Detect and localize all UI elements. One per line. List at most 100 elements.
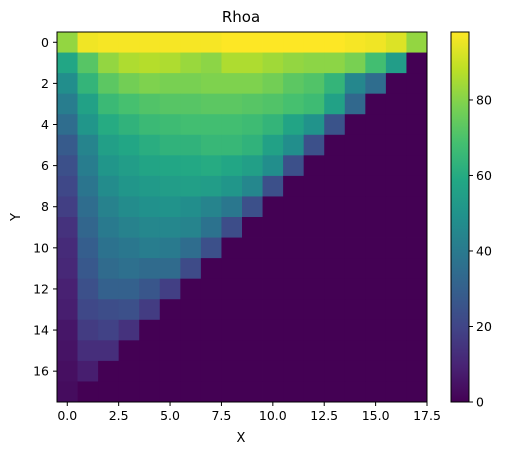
heatmap-cell — [324, 381, 346, 403]
heatmap-cell — [77, 278, 99, 300]
heatmap-cell — [98, 134, 120, 156]
heatmap-cell — [200, 340, 222, 362]
heatmap-cell — [406, 237, 428, 259]
heatmap-cell — [344, 155, 366, 177]
heatmap-cell — [385, 196, 407, 218]
heatmap-cell — [180, 319, 202, 341]
heatmap-cell — [406, 278, 428, 300]
heatmap-cell — [180, 196, 202, 218]
heatmap-cell — [385, 175, 407, 197]
heatmap-cell — [385, 155, 407, 177]
heatmap-cell — [283, 340, 305, 362]
heatmap-cell — [118, 93, 140, 115]
heatmap-cell — [57, 381, 78, 403]
colorbar-tick-label: 60 — [476, 168, 492, 183]
x-tick-label: 7.5 — [211, 408, 231, 423]
heatmap-cell — [344, 360, 366, 382]
heatmap-cell — [139, 258, 161, 280]
heatmap-cell — [98, 381, 120, 403]
heatmap-cell — [283, 32, 305, 53]
heatmap-cell — [365, 114, 387, 136]
heatmap-cell — [283, 217, 305, 238]
heatmap-cell — [180, 299, 202, 321]
heatmap-cell — [324, 217, 346, 238]
heatmap-cell — [57, 196, 78, 218]
heatmap-cell — [242, 93, 263, 115]
heatmap-cell — [221, 196, 243, 218]
heatmap-cell — [283, 155, 305, 177]
heatmap-cell — [57, 93, 78, 115]
heatmap-cell — [221, 360, 243, 382]
heatmap-cell — [365, 360, 387, 382]
heatmap-cell — [365, 340, 387, 362]
heatmap-cell — [242, 134, 263, 156]
heatmap-cell — [180, 237, 202, 259]
heatmap-cell — [344, 32, 366, 53]
heatmap-cell — [324, 258, 346, 280]
heatmap-cell — [159, 360, 181, 382]
heatmap-cell — [262, 114, 284, 136]
heatmap-cell — [77, 93, 99, 115]
heatmap-cell — [139, 237, 161, 259]
heatmap-cell — [385, 93, 407, 115]
heatmap-cell — [98, 360, 120, 382]
heatmap-cell — [57, 32, 78, 53]
heatmap-cell — [159, 32, 181, 53]
heatmap-cell — [283, 258, 305, 280]
heatmap-cell — [77, 52, 99, 74]
heatmap-cell — [365, 32, 387, 53]
heatmap-cell — [406, 381, 428, 403]
heatmap-cell — [242, 175, 263, 197]
heatmap-cell — [344, 175, 366, 197]
heatmap-cell — [118, 258, 140, 280]
colorbar-tick-label: 40 — [476, 243, 492, 258]
heatmap-cell — [221, 381, 243, 403]
heatmap-cell — [344, 258, 366, 280]
heatmap-cell — [180, 114, 202, 136]
heatmap-cell — [159, 52, 181, 74]
heatmap-cell — [344, 93, 366, 115]
heatmap-cell — [262, 155, 284, 177]
heatmap-cell — [242, 32, 263, 53]
heatmap-cell — [159, 134, 181, 156]
heatmap-cell — [180, 258, 202, 280]
heatmap-cell — [200, 381, 222, 403]
heatmap-cell — [77, 134, 99, 156]
heatmap-cell — [77, 258, 99, 280]
heatmap-cell — [200, 217, 222, 238]
heatmap-cell — [221, 340, 243, 362]
heatmap-cell — [303, 340, 325, 362]
heatmap-cell — [118, 381, 140, 403]
heatmap-cell — [118, 134, 140, 156]
heatmap-cell — [118, 217, 140, 238]
heatmap-cell — [303, 278, 325, 300]
heatmap-cell — [159, 217, 181, 238]
heatmap-cell — [98, 299, 120, 321]
heatmap-cell — [303, 175, 325, 197]
heatmap-cell — [118, 360, 140, 382]
heatmap-cell — [242, 73, 263, 95]
heatmap-cell — [200, 32, 222, 53]
heatmap-cell — [118, 278, 140, 300]
heatmap-cell — [77, 360, 99, 382]
heatmap-cell — [98, 93, 120, 115]
heatmap-cell — [180, 32, 202, 53]
heatmap-cell — [365, 134, 387, 156]
y-axis: 0 2 4 6 8 10 12 14 16 — [33, 35, 57, 379]
y-tick-label: 2 — [41, 76, 49, 91]
heatmap-cell — [139, 340, 161, 362]
heatmap-cell — [180, 360, 202, 382]
heatmap-cell — [303, 73, 325, 95]
heatmap-cell — [57, 340, 78, 362]
heatmap-cell — [406, 217, 428, 238]
y-tick-label: 14 — [33, 323, 49, 338]
heatmap-cell — [159, 278, 181, 300]
colorbar-tick-label: 80 — [476, 92, 492, 107]
heatmap-cell — [385, 217, 407, 238]
heatmap-cell — [283, 114, 305, 136]
heatmap-cell — [98, 175, 120, 197]
heatmap-cell — [77, 155, 99, 177]
heatmap-cell — [180, 134, 202, 156]
heatmap-cell — [139, 319, 161, 341]
